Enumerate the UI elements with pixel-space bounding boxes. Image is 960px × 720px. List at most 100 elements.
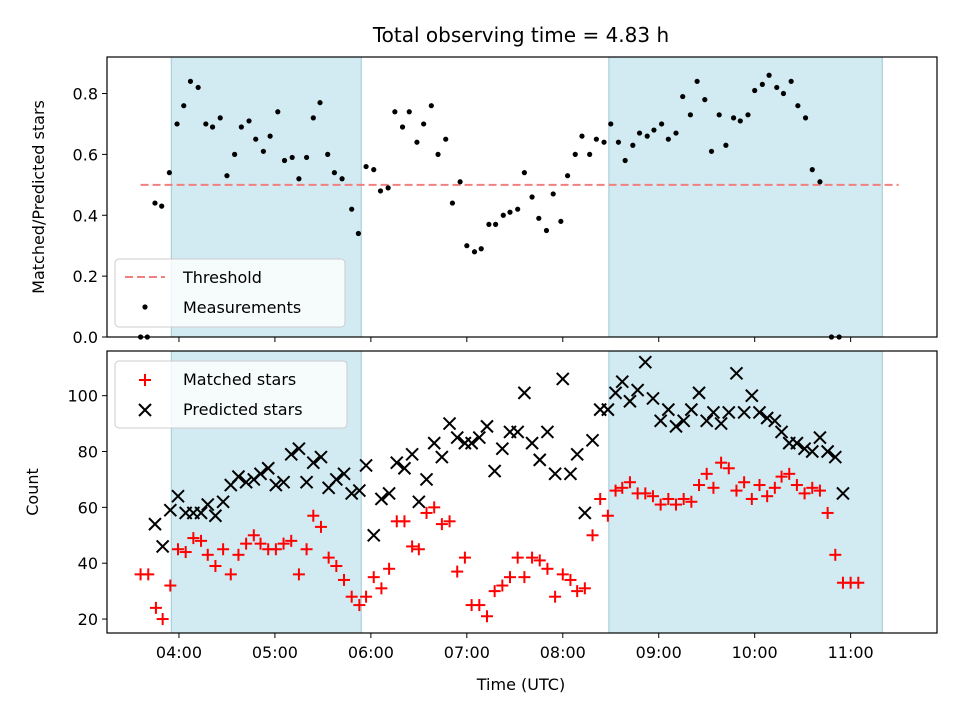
predicted-star-point [714,416,728,431]
predicted-star-point [419,472,434,487]
predicted-star-point [314,450,328,464]
measurement-point [310,115,316,121]
matched-star-point [571,585,584,598]
matched-star-point [360,590,373,603]
matched-star-point [511,551,524,564]
measurement-point [246,118,252,124]
predicted-star-point [570,447,584,462]
matched-star-point [594,492,607,505]
y-tick-label: 100 [67,387,98,406]
matched-star-point [496,579,509,592]
measurement-point [385,185,391,191]
measurement-point [795,103,801,109]
measurement-point [428,103,434,109]
x-tick-label: 05:00 [252,643,298,662]
predicted-star-point [412,495,426,509]
measurement-point [659,121,665,127]
predicted-star-point [269,478,283,492]
measurement-point [745,112,751,118]
predicted-star-point [397,461,412,475]
predicted-star-point [745,388,759,403]
matched-star-point [504,571,517,584]
predicted-star-point [382,486,396,501]
matched-star-point [149,601,162,614]
matched-star-point [451,565,464,578]
predicted-star-point [615,375,629,389]
threshold-legend-label: Threshold [182,268,262,287]
matched-star-point [367,571,380,584]
matched-star-point [285,534,298,547]
measurement-point [730,115,737,121]
measurement-point [406,109,412,115]
matched-star-point [578,582,591,595]
top-legend: Threshold Measurements [114,258,346,328]
matched-star-point [677,492,690,505]
measurement-point [550,191,556,197]
bottom-axes-frame [106,350,938,634]
measurement-point [232,151,238,157]
matched-star-point [700,467,713,480]
matched-star-point [300,543,313,556]
measurement-point [608,121,614,127]
predicted-star-point [813,430,827,445]
matched-star-point [164,579,177,592]
predicted-star-point [601,402,615,417]
measurement-point [435,151,441,157]
matched-star-point [142,568,155,581]
measurement-point [622,157,628,164]
measurement-point [371,167,377,173]
predicted-star-point [805,444,819,459]
measurement-point [521,170,527,176]
measurement-point [673,130,679,136]
measurement-point [275,109,281,115]
predicted-stars-points [148,355,850,554]
measurement-point [579,133,585,139]
matched-star-point [224,568,237,581]
measurement-point [630,142,636,148]
predicted-star-point [495,442,510,456]
measurement-point [152,200,158,206]
chart-title: Total observing time = 4.83 h [372,23,669,47]
top-x-ticks [178,337,852,342]
measurement-point [644,133,650,139]
measurement-point [478,246,484,252]
x-tick-label: 08:00 [540,643,586,662]
matched-star-point [549,590,562,603]
measurement-point [449,200,456,206]
y-tick-label: 0.8 [73,85,98,104]
predicted-star-point [700,414,714,428]
bottom-legend: Matched stars Predicted stars [114,360,348,429]
measurement-point [694,78,700,84]
measurement-points [137,72,842,340]
measurement-point [349,206,355,212]
matched-star-point [338,573,351,586]
matched-star-point [541,562,554,575]
predicted-star-point [458,436,472,450]
measurement-point [615,139,622,145]
y-tick-label: 40 [78,554,98,573]
measurement-point [267,133,273,139]
x-tick-label: 10:00 [732,643,778,662]
matched-star-point [428,501,441,514]
matched-star-point [330,559,343,572]
matched-star-point [269,543,282,556]
measurement-point [543,227,550,234]
predicted-star-point [752,405,767,420]
measurement-point [759,81,765,87]
top-legend-box [114,258,346,328]
matched-star-point [307,509,320,522]
predicted-star-point [390,455,404,470]
predicted-star-point [292,442,306,456]
matched-legend-label: Matched stars [183,370,296,389]
matched-star-point [412,543,425,556]
predicted-star-point [464,436,479,450]
measurement-point [752,87,758,94]
predicted-star-point [585,433,600,448]
matched-star-point [639,487,652,500]
measurement-point [809,167,815,173]
predicted-star-point [148,517,162,531]
matched-star-point [775,470,788,483]
matched-star-point [458,551,471,564]
matched-star-point [654,498,667,511]
x-tick-label: 04:00 [156,643,202,662]
